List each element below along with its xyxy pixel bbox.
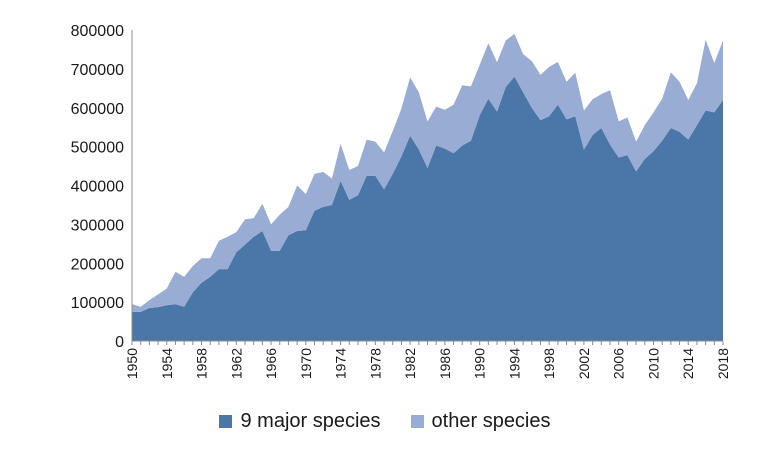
y-tick-label: 300000 [71,217,124,234]
legend-item-major-species: 9 major species [219,410,381,433]
x-tick-label: 2010 [645,348,661,379]
x-tick-label: 1982 [402,348,418,379]
area-layer [132,33,723,342]
y-tick-label: 100000 [71,295,124,312]
legend-swatch-major-species [219,415,233,428]
x-tick-label: 2018 [715,348,731,379]
legend-item-other-species: other species [410,410,551,433]
x-tick-label: 1974 [333,348,349,379]
y-tick-label: 200000 [71,256,124,273]
x-tick-label: 1986 [437,348,453,379]
area-series-other-species [132,33,723,312]
y-tick-label: 400000 [71,179,124,196]
x-tick-label: 1950 [124,348,140,379]
x-tick-labels: 1950 1954 1958 1962 1966 1970 1974 1978 1982 1986… [124,348,731,379]
x-tick-label: 2002 [576,348,592,379]
y-tick-label: 800000 [71,23,124,40]
x-tick-label: 1994 [506,348,522,379]
x-tick-label: 1978 [367,348,383,379]
x-tick-label: 1954 [159,348,175,379]
x-tick-label: 2006 [611,348,627,379]
x-tick-label: 1966 [263,348,279,379]
x-tick-label: 1998 [541,348,557,379]
legend-label-major-species: 9 major species [240,410,381,432]
y-tick-label: 500000 [71,140,124,157]
x-tick-label: 1958 [194,348,210,379]
y-tick-labels: 0 100000 200000 300000 400000 500000 600000 700… [71,23,124,351]
x-tick-label: 2014 [680,348,696,379]
y-tick-label: 700000 [71,62,124,79]
axis-layer [131,30,724,345]
x-tick-label: 1970 [298,348,314,379]
area-series-major-species [132,76,723,342]
y-tick-label: 0 [115,334,124,351]
legend-label-other-species: other species [431,410,551,432]
legend-swatch-other-species [410,415,424,428]
x-tick-label: 1962 [228,348,244,379]
x-tick-label: 1990 [472,348,488,379]
y-tick-label: 600000 [71,101,124,118]
chart-legend: 9 major species other species [0,410,770,433]
